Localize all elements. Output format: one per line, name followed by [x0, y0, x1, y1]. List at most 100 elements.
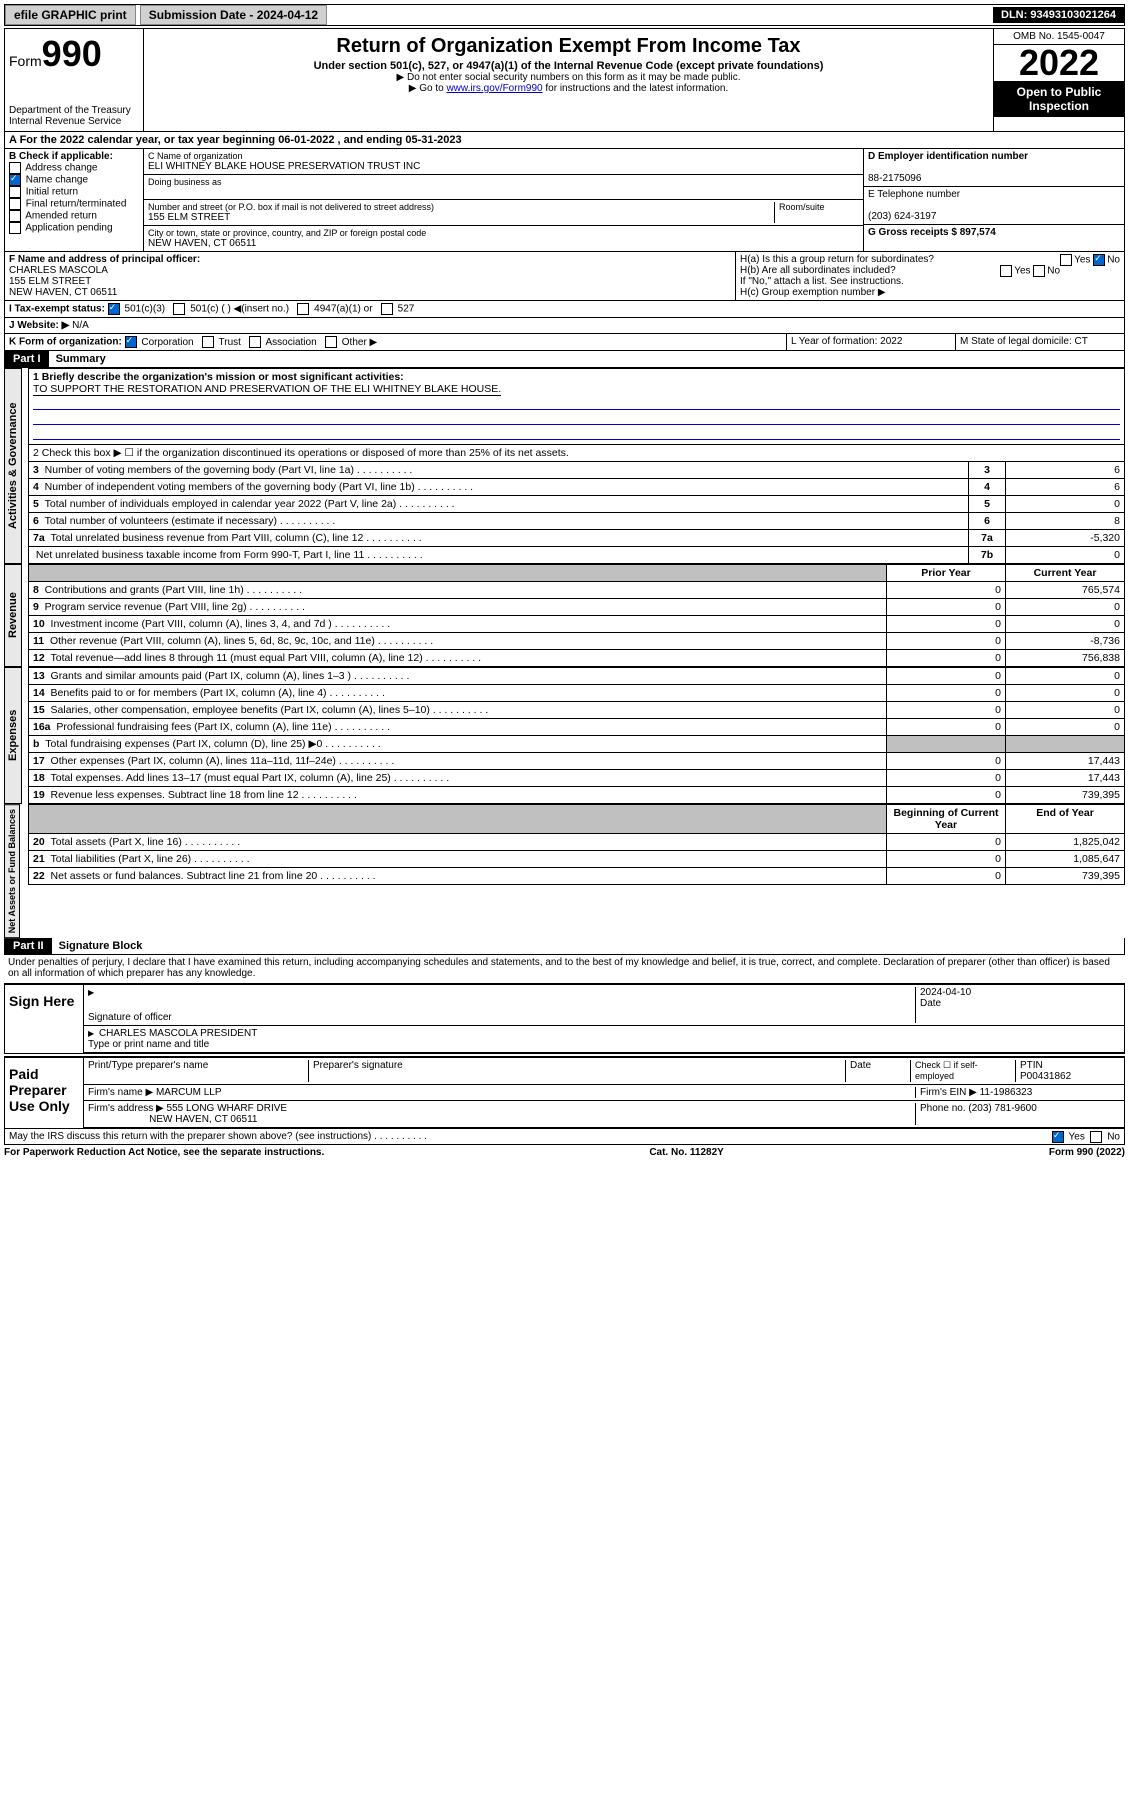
prep-date-label: Date	[846, 1060, 911, 1082]
top-bar: efile GRAPHIC print Submission Date - 20…	[4, 4, 1125, 26]
ein-value: 88-2175096	[868, 173, 921, 184]
part2-header-row: Part II Signature Block	[4, 938, 1125, 955]
sig-date-value: 2024-04-10	[920, 987, 971, 998]
dba-label: Doing business as	[148, 177, 859, 187]
addr-label: Number and street (or P.O. box if mail i…	[148, 202, 774, 212]
prep-name-label: Print/Type preparer's name	[88, 1060, 309, 1082]
firm-ein: 11-1986323	[980, 1087, 1033, 1098]
page-footer: For Paperwork Reduction Act Notice, see …	[4, 1145, 1125, 1160]
efile-button[interactable]: efile GRAPHIC print	[5, 5, 136, 25]
prep-sig-label: Preparer's signature	[309, 1060, 846, 1082]
vlabel-governance: Activities & Governance	[4, 368, 22, 564]
table-row: 10 Investment income (Part VIII, column …	[29, 616, 1125, 633]
table-row: 14 Benefits paid to or for members (Part…	[29, 685, 1125, 702]
section-i: I Tax-exempt status: 501(c)(3) 501(c) ( …	[4, 301, 1125, 318]
table-row: 5 Total number of individuals employed i…	[29, 496, 1125, 513]
ha-question: H(a) Is this a group return for subordin…	[740, 254, 1120, 265]
section-f-label: F Name and address of principal officer:	[9, 254, 200, 265]
k-option-3[interactable]: Other ▶	[322, 337, 383, 348]
table-row: 7a Total unrelated business revenue from…	[29, 530, 1125, 547]
penalties-text: Under penalties of perjury, I declare th…	[4, 955, 1125, 981]
open-public-badge: Open to Public Inspection	[994, 81, 1124, 117]
state-domicile: M State of legal domicile: CT	[956, 334, 1124, 350]
checkbox-application-pending[interactable]: Application pending	[9, 222, 139, 234]
vlabel-netassets: Net Assets or Fund Balances	[4, 804, 20, 938]
table-row: 12 Total revenue—add lines 8 through 11 …	[29, 650, 1125, 667]
discuss-row: May the IRS discuss this return with the…	[4, 1129, 1125, 1145]
expenses-table: 13 Grants and similar amounts paid (Part…	[28, 667, 1125, 804]
note-goto: ▶ Go to www.irs.gov/Form990 for instruct…	[148, 83, 989, 94]
k-option-0[interactable]: Corporation	[125, 337, 200, 348]
self-employed-check[interactable]: Check ☐ if self-employed	[911, 1060, 1016, 1082]
k-option-2[interactable]: Association	[247, 337, 323, 348]
table-row: 21 Total liabilities (Part X, line 26) 0…	[29, 851, 1125, 868]
paperwork-notice: For Paperwork Reduction Act Notice, see …	[4, 1147, 324, 1158]
section-d: D Employer identification number 88-2175…	[863, 149, 1124, 251]
checkbox-initial-return[interactable]: Initial return	[9, 186, 139, 198]
table-row: 20 Total assets (Part X, line 16) 01,825…	[29, 834, 1125, 851]
part1-title: Summary	[52, 351, 110, 367]
k-option-1[interactable]: Trust	[199, 337, 246, 348]
submission-date-button[interactable]: Submission Date - 2024-04-12	[140, 5, 327, 25]
form-ref: Form 990 (2022)	[1049, 1147, 1125, 1158]
vlabel-revenue: Revenue	[4, 564, 22, 667]
table-row: 13 Grants and similar amounts paid (Part…	[29, 668, 1125, 685]
discuss-no-checkbox[interactable]	[1090, 1131, 1102, 1143]
527-checkbox[interactable]	[381, 303, 393, 315]
paid-preparer-section: Paid Preparer Use Only Print/Type prepar…	[4, 1056, 1125, 1129]
table-row: b Total fundraising expenses (Part IX, c…	[29, 736, 1125, 753]
table-row: 3 Number of voting members of the govern…	[29, 462, 1125, 479]
mission-text: TO SUPPORT THE RESTORATION AND PRESERVAT…	[33, 383, 501, 396]
501c3-checkbox[interactable]	[108, 303, 120, 315]
date-label: Date	[920, 998, 941, 1009]
year-formation: L Year of formation: 2022	[787, 334, 956, 350]
phone-value: (203) 624-3197	[868, 211, 936, 222]
sig-officer-label: Signature of officer	[88, 1012, 172, 1023]
checkbox-final-return-terminated[interactable]: Final return/terminated	[9, 198, 139, 210]
firm-name: MARCUM LLP	[156, 1087, 222, 1098]
part1-badge: Part I	[5, 351, 49, 367]
firm-phone: (203) 781-9600	[968, 1103, 1036, 1114]
501c-checkbox[interactable]	[173, 303, 185, 315]
tax-year: 2022	[994, 45, 1124, 81]
hc-label: H(c) Group exemption number ▶	[740, 287, 1120, 298]
section-j: J Website: ▶ N/A	[4, 318, 1125, 334]
form-title: Return of Organization Exempt From Incom…	[148, 35, 989, 58]
governance-table: 1 Briefly describe the organization's mi…	[28, 368, 1125, 564]
cat-no: Cat. No. 11282Y	[649, 1147, 723, 1158]
section-b: B Check if applicable: Address change Na…	[5, 149, 144, 251]
form-subtitle: Under section 501(c), 527, or 4947(a)(1)…	[148, 60, 989, 72]
table-row: 8 Contributions and grants (Part VIII, l…	[29, 582, 1125, 599]
discuss-yes-checkbox[interactable]	[1052, 1131, 1064, 1143]
checkbox-address-change[interactable]: Address change	[9, 162, 139, 174]
table-row: 16a Professional fundraising fees (Part …	[29, 719, 1125, 736]
table-row: 4 Number of independent voting members o…	[29, 479, 1125, 496]
org-name-label: C Name of organization	[148, 151, 859, 161]
part2-badge: Part II	[5, 938, 52, 954]
city-label: City or town, state or province, country…	[148, 228, 859, 238]
4947-checkbox[interactable]	[297, 303, 309, 315]
note-ssn: ▶ Do not enter social security numbers o…	[148, 72, 989, 83]
hb-note: If "No," attach a list. See instructions…	[740, 276, 1120, 287]
irs-link[interactable]: www.irs.gov/Form990	[446, 83, 542, 94]
checkbox-amended-return[interactable]: Amended return	[9, 210, 139, 222]
part1-header-row: Part I Summary	[4, 351, 1125, 368]
part2-title: Signature Block	[55, 938, 147, 954]
ein-label: D Employer identification number	[868, 151, 1028, 162]
room-label: Room/suite	[779, 202, 859, 212]
ptin-value: P00431862	[1020, 1071, 1071, 1082]
form-header: Form990 Department of the Treasury Inter…	[4, 28, 1125, 132]
checkbox-name-change[interactable]: Name change	[9, 174, 139, 186]
paid-preparer-label: Paid Preparer Use Only	[5, 1058, 83, 1128]
sign-here-section: Sign Here Signature of officer 2024-04-1…	[4, 983, 1125, 1054]
phone-label: E Telephone number	[868, 189, 960, 200]
firm-addr2: NEW HAVEN, CT 06511	[149, 1114, 257, 1125]
form-number: Form990	[9, 33, 139, 75]
table-row: 22 Net assets or fund balances. Subtract…	[29, 868, 1125, 885]
table-row: Net unrelated business taxable income fr…	[29, 547, 1125, 564]
ptin-label: PTIN	[1020, 1060, 1043, 1071]
vlabel-expenses: Expenses	[4, 667, 22, 804]
street-address: 155 ELM STREET	[148, 212, 774, 223]
officer-name: CHARLES MASCOLA	[9, 265, 108, 276]
section-c: C Name of organization ELI WHITNEY BLAKE…	[144, 149, 863, 251]
